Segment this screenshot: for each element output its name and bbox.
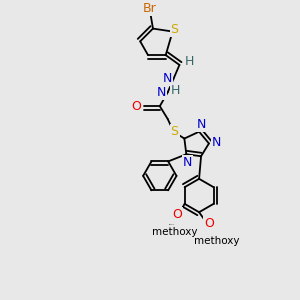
Text: H: H bbox=[184, 56, 194, 68]
Text: S: S bbox=[170, 125, 178, 138]
Text: N: N bbox=[212, 136, 221, 149]
Text: N: N bbox=[196, 118, 206, 131]
Text: methoxy: methoxy bbox=[194, 236, 239, 246]
Text: Br: Br bbox=[143, 2, 157, 15]
Text: O: O bbox=[131, 100, 141, 113]
Text: N: N bbox=[157, 86, 167, 99]
Text: S: S bbox=[170, 23, 178, 36]
Text: methoxy: methoxy bbox=[169, 224, 175, 226]
Text: N: N bbox=[183, 156, 192, 169]
Text: O: O bbox=[172, 208, 182, 221]
Text: H: H bbox=[171, 84, 180, 97]
Text: methoxy: methoxy bbox=[152, 227, 198, 237]
Text: N: N bbox=[163, 72, 172, 85]
Text: O: O bbox=[204, 217, 214, 230]
